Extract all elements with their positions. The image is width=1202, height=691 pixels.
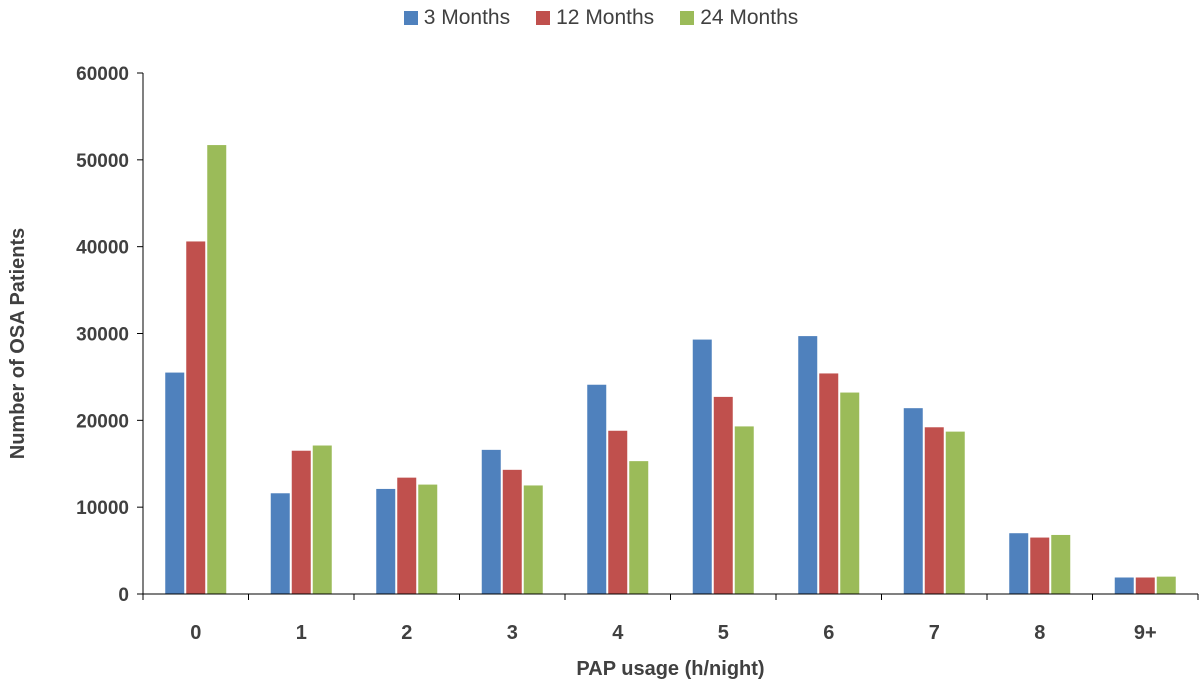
- bar: [1051, 534, 1071, 594]
- y-tick-label: 50000: [76, 151, 129, 172]
- bar: [376, 488, 396, 594]
- y-tick-label: 60000: [76, 64, 129, 85]
- bar: [502, 469, 522, 594]
- bar: [270, 493, 290, 594]
- y-tick-label: 20000: [76, 411, 129, 432]
- legend-swatch-3-months: [403, 11, 418, 25]
- bar: [945, 431, 965, 594]
- bar: [1114, 577, 1134, 594]
- bar: [1009, 533, 1029, 594]
- bar: [608, 430, 628, 594]
- y-axis-ticks: 0 10000 20000 30000 40000 50000 60000: [76, 64, 143, 606]
- y-axis-title: Number of OSA Patients: [7, 228, 29, 460]
- x-axis-ticks: 0 1 2 3 4 5 6 7 8 9+: [142, 594, 1199, 644]
- legend-label-3-months: 3 Months: [423, 6, 511, 29]
- bar: [186, 241, 206, 594]
- legend-swatch-24-months: [680, 11, 695, 25]
- bar: [798, 336, 818, 594]
- legend-label-12-months: 12 Months: [556, 6, 655, 29]
- bar: [397, 477, 417, 594]
- legend: 3 Months 12 Months 24 Months: [0, 6, 1202, 30]
- bar: [291, 450, 311, 594]
- x-tick-label: 8: [1034, 622, 1045, 644]
- y-tick-label: 30000: [76, 325, 129, 346]
- bar: [734, 426, 754, 594]
- x-tick-label: 6: [823, 622, 834, 644]
- bar: [312, 445, 332, 594]
- x-tick-label: 4: [612, 622, 624, 644]
- x-tick-label: 0: [190, 622, 201, 644]
- bars: [165, 145, 1176, 595]
- x-axis-title: PAP usage (h/night): [576, 658, 764, 680]
- x-tick-label: 5: [718, 622, 729, 644]
- bar: [418, 484, 438, 594]
- legend-item-12-months: 12 Months: [536, 6, 654, 30]
- bar: [629, 461, 649, 594]
- bar: [692, 339, 712, 594]
- x-tick-label: 7: [929, 622, 940, 644]
- bar: [207, 145, 227, 595]
- bar: [840, 392, 860, 594]
- bar: [1156, 576, 1176, 594]
- legend-label-24-months: 24 Months: [700, 6, 799, 29]
- legend-item-3-months: 3 Months: [403, 6, 511, 30]
- bar: [481, 449, 501, 594]
- y-tick-label: 0: [118, 585, 129, 606]
- bar: [1030, 537, 1050, 594]
- bar: [165, 372, 185, 594]
- bar: [819, 373, 839, 594]
- x-tick-label: 9+: [1134, 622, 1157, 644]
- legend-swatch-12-months: [536, 11, 551, 25]
- bar: [1135, 577, 1155, 594]
- bar: [523, 485, 543, 594]
- y-tick-label: 40000: [76, 238, 129, 259]
- x-tick-label: 2: [401, 622, 412, 644]
- bar: [924, 427, 944, 594]
- legend-item-24-months: 24 Months: [680, 6, 798, 30]
- x-tick-label: 3: [507, 622, 518, 644]
- bar: [587, 384, 607, 594]
- bar: [903, 408, 923, 594]
- y-tick-label: 10000: [76, 498, 129, 519]
- x-tick-label: 1: [296, 622, 307, 644]
- bar: [713, 396, 733, 594]
